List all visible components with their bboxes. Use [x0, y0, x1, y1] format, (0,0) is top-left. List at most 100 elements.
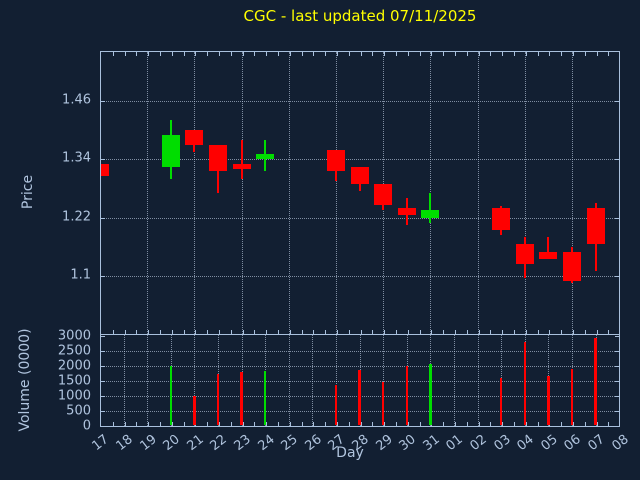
day-tick-label: 29: [373, 432, 396, 455]
axis-tick: [549, 422, 551, 426]
axis-tick: [313, 330, 315, 334]
axis-tick: [384, 52, 386, 56]
axis-tick: [537, 52, 539, 56]
axis-tick: [160, 330, 161, 334]
price-gridline: [101, 276, 619, 277]
axis-tick: [525, 52, 527, 56]
axis-tick: [608, 52, 610, 56]
axis-tick: [254, 52, 256, 56]
axis-tick: [337, 52, 338, 56]
day-tick-label: 17: [89, 432, 113, 455]
volume-gridline: [312, 335, 314, 426]
axis-tick: [561, 52, 563, 56]
day-tick-label: 19: [137, 432, 160, 455]
candle-body-up: [161, 135, 180, 167]
axis-tick: [313, 52, 315, 56]
volume-gridline: [619, 335, 620, 426]
axis-tick: [608, 422, 610, 426]
axis-tick: [407, 422, 409, 426]
volume-gridline: [288, 335, 290, 426]
axis-tick: [219, 422, 220, 426]
axis-tick: [514, 52, 515, 56]
axis-tick: [372, 52, 374, 56]
axis-tick: [615, 217, 619, 219]
axis-tick: [136, 422, 138, 426]
volume-bar-down: [523, 341, 527, 425]
day-tick-label: 31: [420, 432, 443, 455]
axis-tick: [615, 351, 619, 352]
axis-tick: [584, 330, 586, 334]
axis-tick: [230, 330, 232, 334]
axis-tick: [372, 330, 374, 334]
axis-tick: [301, 422, 303, 426]
axis-tick: [549, 330, 551, 334]
axis-tick: [384, 422, 386, 426]
axis-tick: [478, 330, 480, 334]
axis-tick: [230, 422, 232, 426]
volume-gridline: [123, 335, 125, 426]
volume-gridline: [336, 335, 337, 426]
candle-body-down: [563, 251, 581, 281]
axis-tick: [615, 426, 619, 427]
axis-tick: [615, 276, 619, 277]
price-gridline: [147, 52, 149, 334]
day-tick-label: 02: [467, 432, 490, 455]
axis-tick: [525, 330, 527, 334]
volume-axis-label: Volume (0000): [17, 328, 33, 432]
volume-gridline: [194, 335, 196, 426]
day-tick-label: 06: [561, 432, 585, 455]
volume-gridline: [477, 335, 479, 426]
candle-body-down: [209, 144, 227, 172]
axis-tick: [573, 330, 574, 334]
axis-tick: [490, 330, 492, 334]
axis-tick: [254, 422, 256, 426]
candle-body-down: [327, 149, 345, 172]
axis-tick: [549, 52, 551, 56]
axis-tick: [396, 422, 397, 426]
axis-tick: [183, 422, 185, 426]
axis-tick: [615, 366, 619, 367]
axis-tick: [396, 52, 397, 56]
volume-bar-down: [594, 338, 597, 425]
axis-tick: [596, 330, 598, 334]
axis-tick: [219, 330, 220, 334]
axis-tick: [289, 330, 291, 334]
axis-tick: [136, 330, 138, 334]
day-tick-label: 24: [255, 432, 278, 455]
volume-bar-down: [570, 369, 574, 425]
price-gridline: [288, 52, 290, 334]
axis-tick: [136, 52, 138, 56]
chart-title: CGC - last updated 07/11/2025: [243, 7, 477, 25]
axis-tick: [466, 422, 468, 426]
day-axis-label: Day: [336, 445, 364, 461]
axis-tick: [160, 422, 161, 426]
axis-tick: [101, 101, 105, 102]
axis-tick: [148, 330, 150, 334]
day-tick-label: 23: [231, 432, 254, 455]
price-gridline: [101, 101, 619, 102]
volume-bar-up: [429, 363, 432, 425]
day-tick-label: 01: [443, 432, 467, 455]
axis-tick: [514, 330, 515, 334]
axis-tick: [171, 422, 173, 426]
volume-bar-down: [240, 371, 243, 425]
axis-tick: [584, 52, 586, 56]
axis-tick: [537, 330, 539, 334]
axis-tick: [207, 330, 209, 334]
axis-tick: [443, 422, 445, 426]
axis-tick: [384, 330, 386, 334]
price-gridline: [477, 52, 479, 334]
axis-tick: [230, 52, 232, 56]
volume-tick-label: 0: [82, 418, 91, 434]
axis-tick: [348, 52, 350, 56]
axis-tick: [242, 422, 244, 426]
candle-wick-down: [240, 139, 243, 179]
axis-tick: [419, 422, 421, 426]
axis-tick: [502, 422, 504, 426]
axis-tick: [325, 52, 327, 56]
axis-tick: [573, 52, 574, 56]
volume-gridline: [147, 335, 149, 426]
volume-tick-label: 3000: [57, 328, 91, 344]
day-tick-label: 03: [491, 432, 514, 455]
price-gridline: [619, 52, 620, 334]
